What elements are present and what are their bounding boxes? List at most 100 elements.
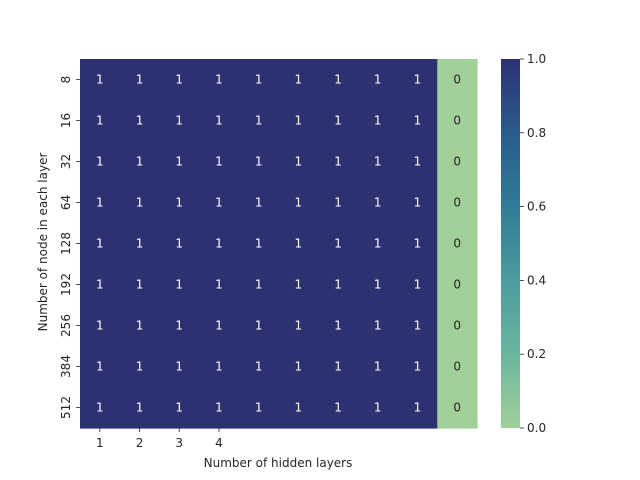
heatmap-cell-value: 1 xyxy=(334,401,342,415)
heatmap-cell xyxy=(357,264,399,306)
heatmap-cell-value: 1 xyxy=(334,155,342,169)
heatmap-cell-value: 1 xyxy=(374,155,382,169)
heatmap-cell-value: 1 xyxy=(374,278,382,292)
heatmap-cell xyxy=(318,59,359,101)
heatmap-cell xyxy=(397,141,438,183)
heatmap-cell xyxy=(357,100,399,142)
heatmap-cell-value: 1 xyxy=(295,196,303,210)
heatmap-cell xyxy=(278,305,319,347)
heatmap-cell-value: 0 xyxy=(453,155,461,169)
heatmap-cell xyxy=(397,223,438,265)
heatmap-cell-value: 1 xyxy=(414,401,422,415)
heatmap-cell xyxy=(278,100,319,142)
heatmap-cell xyxy=(397,264,438,306)
heatmap-cell-value: 1 xyxy=(414,196,422,210)
heatmap-cell xyxy=(119,387,160,429)
heatmap-cell-value: 1 xyxy=(414,278,422,292)
heatmap-cell-value: 1 xyxy=(175,196,183,210)
heatmap-cell-value: 1 xyxy=(374,73,382,87)
heatmap-cell-value: 1 xyxy=(374,360,382,374)
heatmap-cell-value: 0 xyxy=(453,278,461,292)
heatmap-cell xyxy=(199,141,240,183)
heatmap-cell-value: 1 xyxy=(136,319,144,333)
heatmap-cell xyxy=(437,387,478,429)
heatmap-cell xyxy=(159,182,200,224)
heatmap-cell xyxy=(437,223,478,265)
heatmap-cell-value: 1 xyxy=(136,73,144,87)
heatmap-cell-value: 1 xyxy=(175,278,183,292)
heatmap-cell xyxy=(437,59,478,101)
heatmap-cell xyxy=(437,305,478,347)
heatmap-cell-value: 1 xyxy=(295,155,303,169)
heatmap-cell-value: 1 xyxy=(175,155,183,169)
heatmap-cell xyxy=(238,141,280,183)
heatmap-cell xyxy=(357,346,399,388)
heatmap-cells xyxy=(80,59,478,429)
heatmap-cell-value: 1 xyxy=(255,73,263,87)
heatmap-cell xyxy=(397,59,438,101)
heatmap-cell-value: 1 xyxy=(255,278,263,292)
heatmap-cell-value: 1 xyxy=(215,73,223,87)
heatmap-cell xyxy=(278,59,319,101)
heatmap-cell-value: 1 xyxy=(215,114,223,128)
heatmap-cell xyxy=(238,305,280,347)
heatmap-cell xyxy=(397,100,438,142)
heatmap-cell xyxy=(119,223,160,265)
heatmap-cell xyxy=(199,387,240,429)
colorbar-tick-label: 0.8 xyxy=(527,126,546,140)
heatmap-cell xyxy=(437,346,478,388)
heatmap-cell xyxy=(80,264,121,306)
heatmap-cell-value: 1 xyxy=(136,278,144,292)
heatmap-cell xyxy=(318,387,359,429)
heatmap-cell xyxy=(119,264,160,306)
heatmap-cell-value: 1 xyxy=(215,360,223,374)
heatmap-cell xyxy=(80,141,121,183)
heatmap-cell xyxy=(318,182,359,224)
heatmap-cell xyxy=(437,182,478,224)
heatmap-cell xyxy=(119,305,160,347)
heatmap-cell-value: 1 xyxy=(136,114,144,128)
heatmap-cell xyxy=(397,182,438,224)
heatmap-cell xyxy=(199,59,240,101)
heatmap-cell xyxy=(278,182,319,224)
colorbar-tick-label: 0.2 xyxy=(527,347,546,361)
heatmap-cell xyxy=(199,346,240,388)
heatmap-cell xyxy=(119,141,160,183)
heatmap-cell xyxy=(238,387,280,429)
heatmap-cell xyxy=(159,141,200,183)
heatmap-cell xyxy=(159,346,200,388)
y-axis-ticks: 8 16 32 64 128 192 256 384 512 xyxy=(59,76,80,419)
heatmap-cell xyxy=(437,141,478,183)
heatmap-cell-value: 1 xyxy=(96,155,104,169)
heatmap-cell xyxy=(278,141,319,183)
colorbar-ticks: 0.0 0.2 0.4 0.6 0.8 1.0 xyxy=(520,52,546,435)
heatmap-cell-value: 1 xyxy=(255,155,263,169)
heatmap-cell-value: 1 xyxy=(334,114,342,128)
heatmap-cell-value: 1 xyxy=(374,196,382,210)
heatmap-cell-value: 1 xyxy=(255,319,263,333)
heatmap-cell-value: 1 xyxy=(215,196,223,210)
heatmap-cell xyxy=(397,387,438,429)
heatmap-cell xyxy=(80,346,121,388)
heatmap-cell xyxy=(80,305,121,347)
x-axis-label: Number of hidden layers xyxy=(204,456,353,470)
y-tick-label: 384 xyxy=(59,355,73,378)
heatmap-cell-value: 1 xyxy=(136,401,144,415)
heatmap-cell xyxy=(278,264,319,306)
heatmap-cell xyxy=(318,100,359,142)
y-tick-label: 192 xyxy=(59,273,73,296)
heatmap-cell-value: 1 xyxy=(96,319,104,333)
heatmap-cell-value: 1 xyxy=(295,278,303,292)
heatmap-cell xyxy=(318,141,359,183)
heatmap-cell-value: 1 xyxy=(414,73,422,87)
heatmap-cell xyxy=(318,264,359,306)
heatmap-cell xyxy=(238,100,280,142)
heatmap-cell xyxy=(278,223,319,265)
heatmap-cell xyxy=(357,223,399,265)
heatmap-cell-value: 1 xyxy=(215,278,223,292)
heatmap-cell-value: 1 xyxy=(175,114,183,128)
heatmap-cell-value: 1 xyxy=(295,73,303,87)
heatmap-cell-value: 1 xyxy=(334,73,342,87)
y-axis-label: Number of node in each layer xyxy=(36,153,50,332)
heatmap-cell-value: 1 xyxy=(295,237,303,251)
